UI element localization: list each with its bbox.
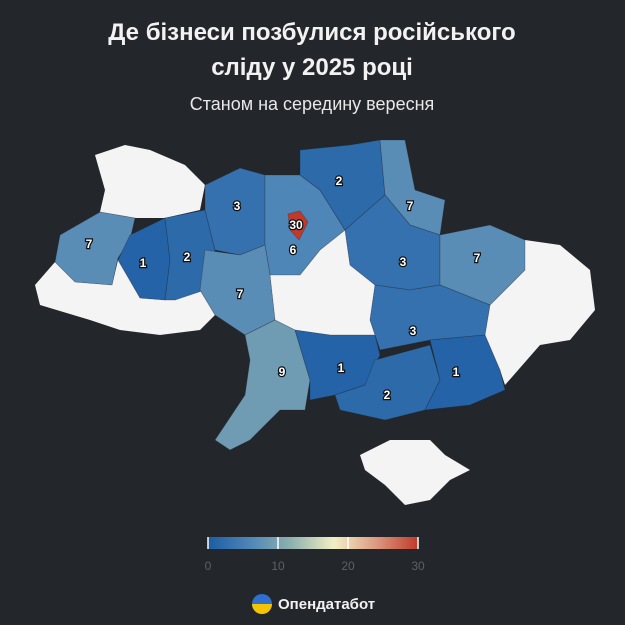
region — [214, 319, 311, 451]
value-label: 6 — [290, 243, 297, 257]
value-label: 3 — [410, 324, 417, 338]
value-label: 7 — [237, 287, 244, 301]
value-label: 9 — [279, 365, 286, 379]
colorbar — [208, 537, 418, 549]
brand-logo-half — [252, 604, 272, 614]
regions: 7 1 2 3 6 30 2 7 3 7 7 3 9 1 2 1 — [54, 139, 526, 451]
value-label: 1 — [338, 361, 345, 375]
value-label: 7 — [407, 199, 414, 213]
value-label: 7 — [86, 237, 93, 251]
title-line: сліду у 2025 році — [211, 54, 413, 81]
value-label: 1 — [453, 365, 460, 379]
value-label: 2 — [384, 388, 391, 402]
value-label: 2 — [184, 250, 191, 264]
value-label: 2 — [336, 174, 343, 188]
title-line: Де бізнеси позбулися російського — [108, 19, 515, 46]
no-data-region — [95, 145, 205, 218]
colorbar-tick-label: 0 — [205, 559, 212, 573]
no-data-region — [485, 240, 595, 385]
colorbar-tick-label: 20 — [341, 559, 355, 573]
no-data-region — [360, 440, 470, 505]
colorbar-tick-label: 30 — [411, 559, 425, 573]
region — [287, 210, 309, 241]
subtitle: Станом на середину вересня — [190, 94, 435, 114]
region — [54, 211, 136, 286]
value-label: 1 — [140, 256, 147, 270]
value-label: 3 — [400, 255, 407, 269]
value-label: 3 — [234, 199, 241, 213]
colorbar-tick-label: 10 — [271, 559, 285, 573]
region — [424, 334, 506, 411]
region — [334, 344, 441, 421]
value-label: 30 — [289, 218, 303, 232]
no-data-region — [35, 260, 215, 335]
value-label: 7 — [474, 251, 481, 265]
brand: Опендатабот — [278, 596, 375, 613]
